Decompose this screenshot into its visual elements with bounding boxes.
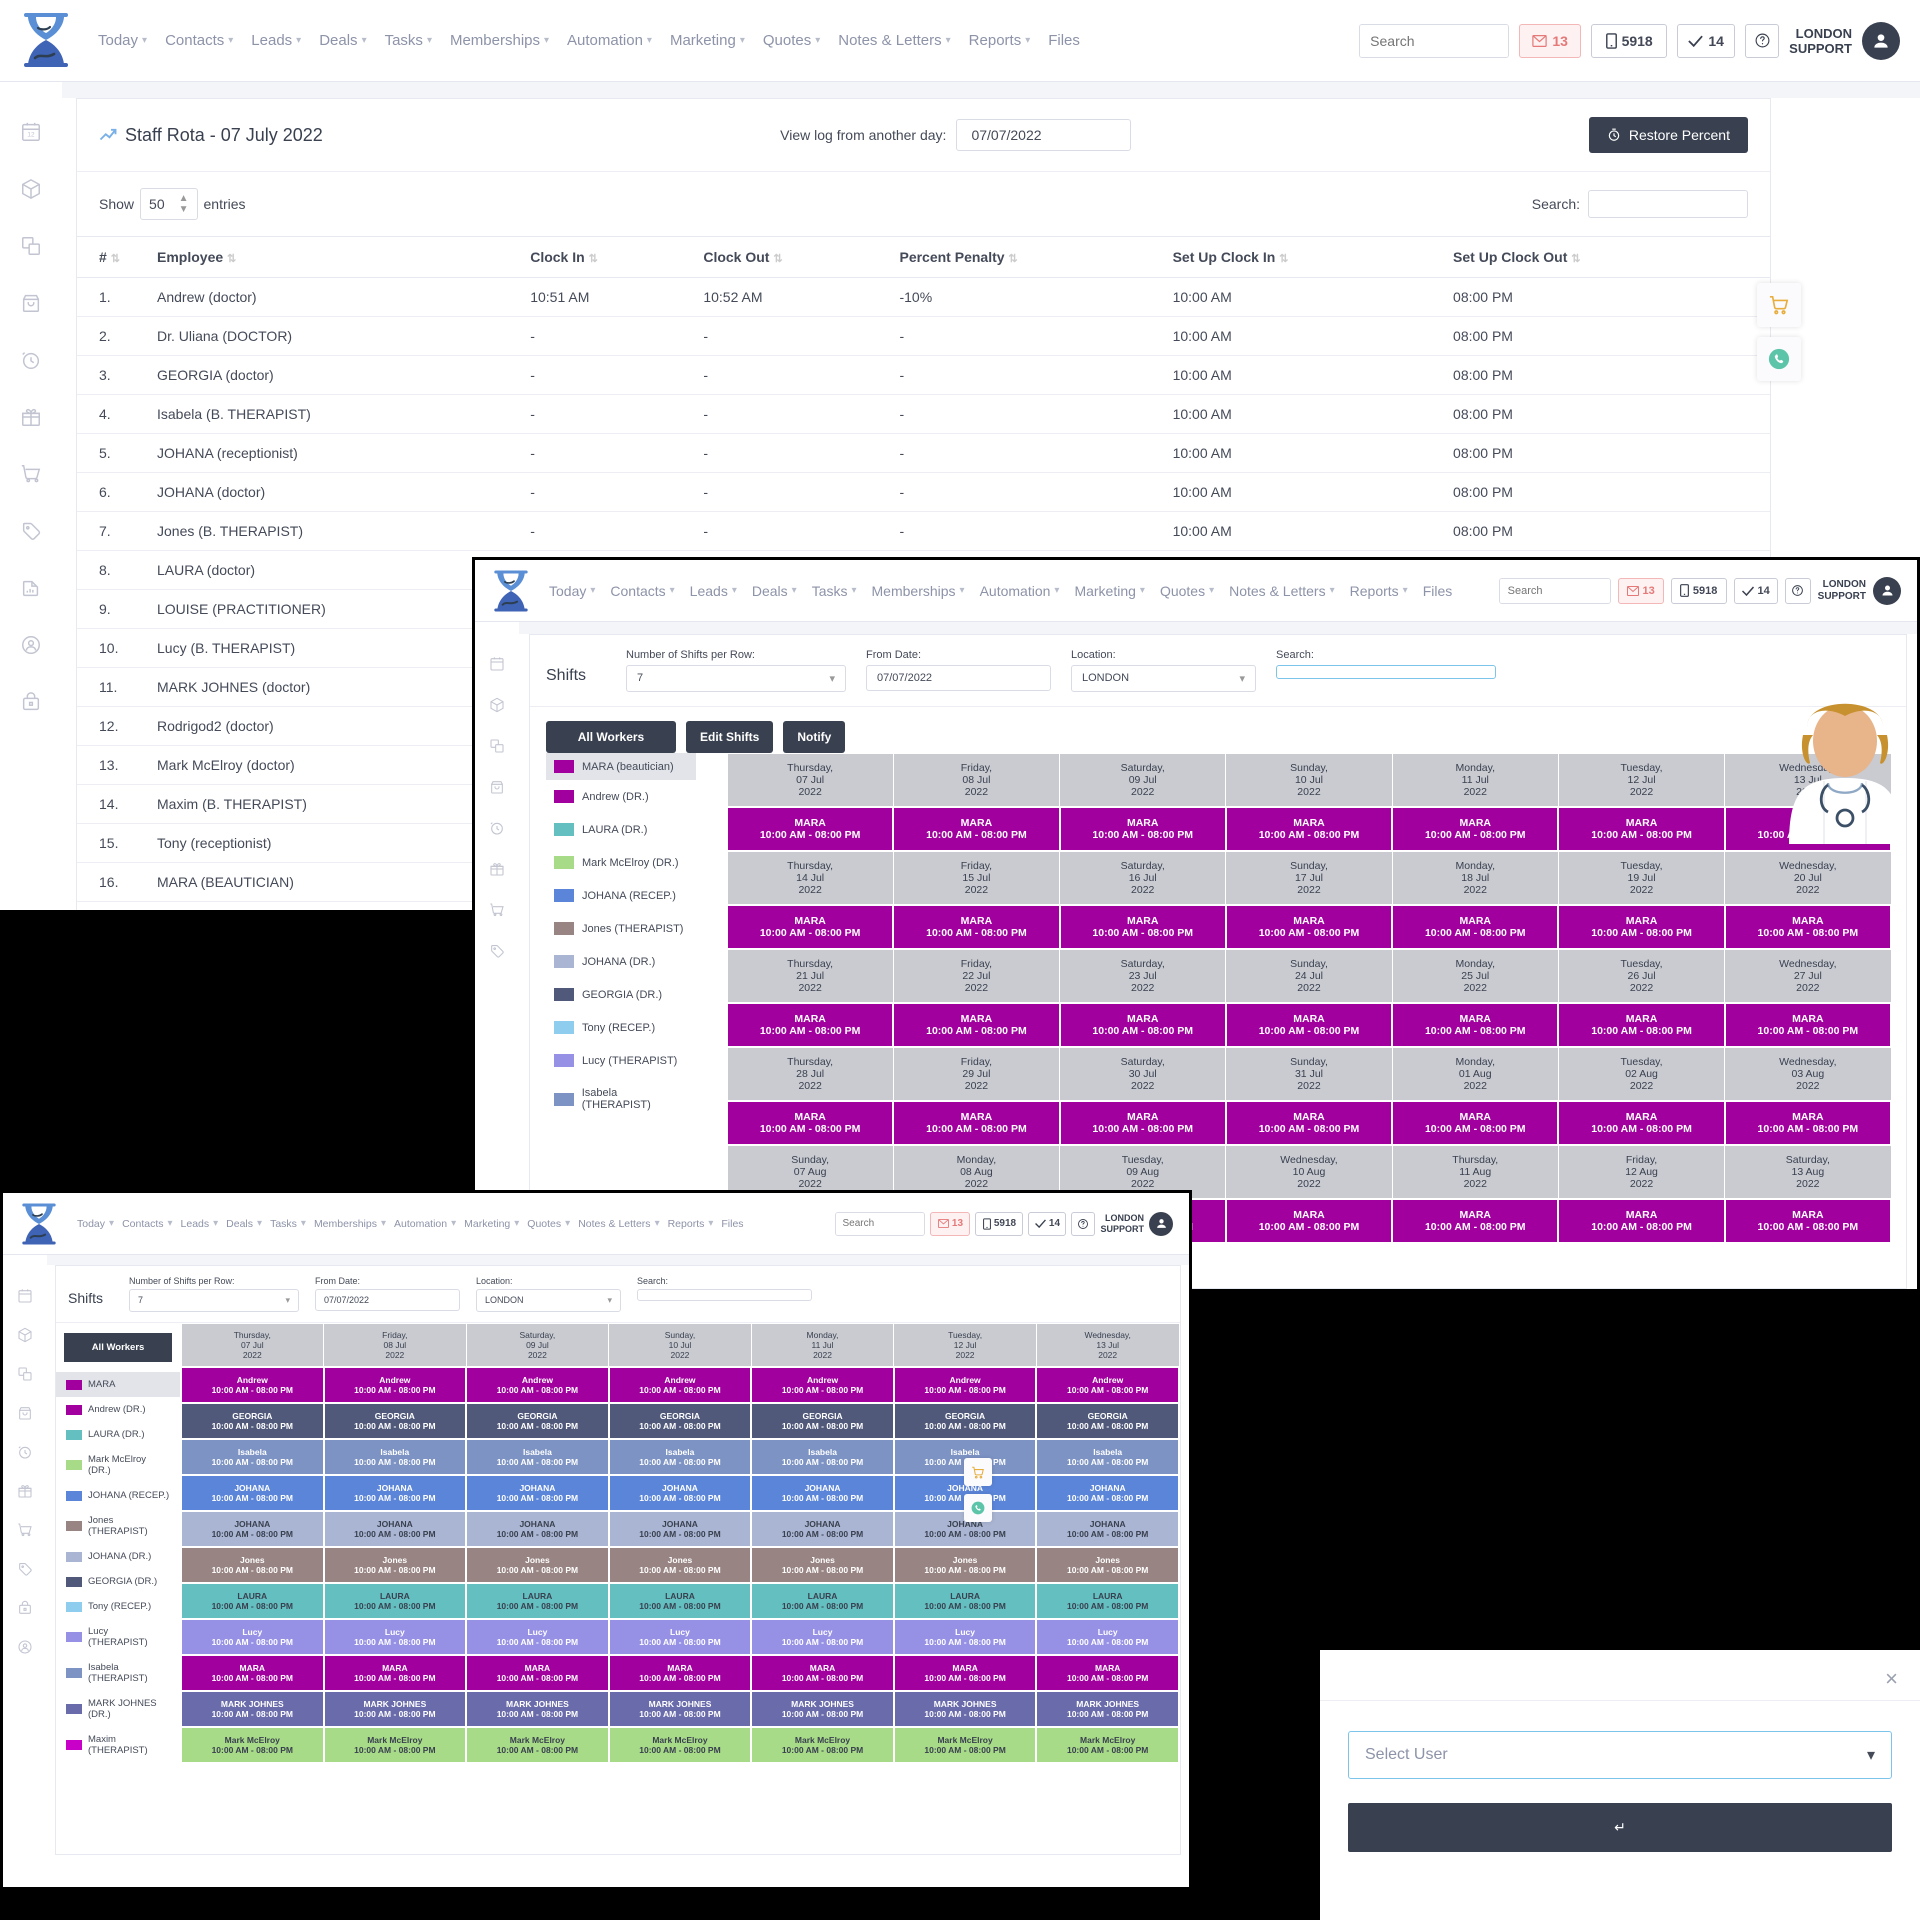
svg-text:12: 12: [27, 132, 35, 139]
